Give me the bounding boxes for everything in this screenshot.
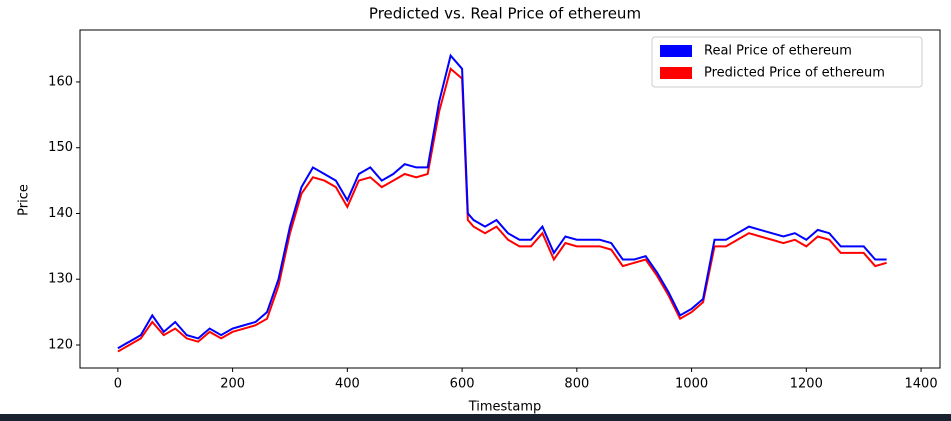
legend-label: Predicted Price of ethereum [704, 66, 885, 81]
y-tick-label: 150 [48, 140, 73, 155]
series-line [117, 53, 887, 350]
x-tick-label: 0 [114, 377, 122, 392]
x-tick-label: 800 [564, 377, 589, 392]
x-tick-label: 1200 [790, 377, 823, 392]
y-tick-label: 130 [48, 272, 73, 287]
y-axis-label: Price [17, 184, 32, 216]
y-tick-label: 120 [48, 337, 73, 352]
legend-swatch [660, 67, 692, 79]
y-tick-label: 140 [48, 206, 73, 221]
series-line [117, 67, 887, 353]
x-tick-label: 400 [335, 377, 360, 392]
x-tick-label: 600 [450, 377, 475, 392]
y-tick-label: 160 [48, 74, 73, 89]
x-tick-label: 200 [220, 377, 245, 392]
taskbar-strip [0, 414, 951, 421]
x-tick-label: 1400 [905, 377, 938, 392]
legend-label: Real Price of ethereum [704, 44, 852, 59]
chart-title: Predicted vs. Real Price of ethereum [369, 5, 641, 23]
legend-box [651, 36, 923, 88]
x-tick-label: 1000 [675, 377, 708, 392]
x-axis-label: Timestamp [468, 400, 542, 415]
legend-swatch [660, 45, 692, 57]
plot-frame [79, 29, 941, 369]
